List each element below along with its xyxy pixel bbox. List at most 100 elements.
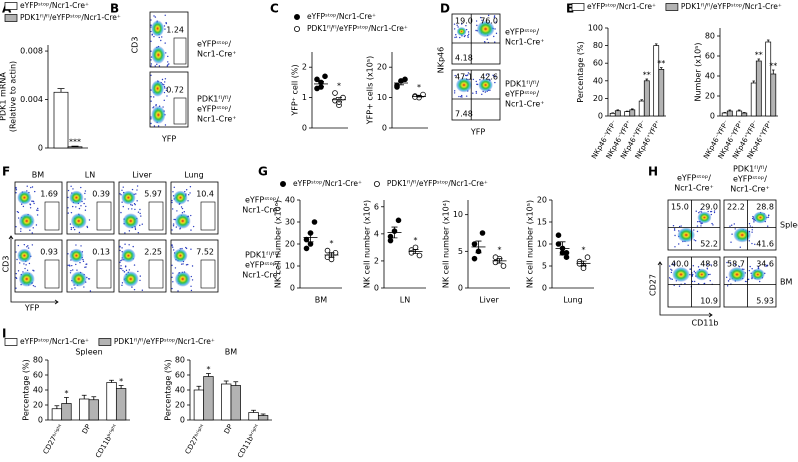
event-dot [150, 65, 152, 67]
sem-bar [559, 241, 566, 256]
event-dot [165, 21, 167, 24]
event-dot [696, 225, 699, 227]
event-dot [751, 268, 753, 270]
event-dot [164, 87, 166, 89]
group-label: Ncr1-Cre⁺ [505, 100, 545, 109]
event-dot [680, 225, 682, 227]
gate-value: 5.97 [144, 190, 162, 199]
legend-marker [373, 180, 380, 187]
event-dot [86, 263, 88, 265]
event-dot [465, 25, 467, 27]
density-blob [151, 105, 166, 124]
y-tick-label: 100 [588, 24, 603, 33]
event-dot [749, 225, 752, 227]
sem-bar [328, 252, 335, 258]
y-tick-label: 1 [302, 93, 307, 102]
event-dot [150, 100, 152, 102]
event-dot [16, 258, 18, 261]
event-dot [185, 246, 187, 249]
group-label: eYFPˢᵗᵒᵖ/ [733, 175, 767, 184]
y-tick-label: 5 [542, 262, 547, 271]
event-dot [32, 200, 34, 202]
event-dot [461, 96, 463, 98]
y-tick-label: 0 [382, 124, 387, 133]
event-dot [171, 229, 173, 231]
event-dot [153, 15, 155, 17]
axis-label: YFP [24, 304, 39, 313]
event-dot [137, 211, 140, 213]
event-dot [191, 265, 194, 267]
event-dot [88, 278, 91, 280]
y-tick-label: 20 [33, 401, 43, 410]
event-dot [453, 23, 456, 25]
event-dot [139, 212, 141, 215]
y-tick-label: 0 [458, 284, 463, 293]
density-blob [697, 211, 712, 224]
legend-label: eYFPˢᵗᵒᵖ/Ncr1-Cre⁺ [293, 179, 362, 188]
density-blob [750, 268, 765, 281]
y-tick-label: 80 [705, 32, 715, 41]
event-dot [465, 28, 468, 31]
tissue-label: BM [780, 278, 792, 287]
data-point [580, 265, 587, 272]
legend-swatch [98, 338, 112, 346]
y-tick-label: 0 [290, 284, 295, 293]
group-label: eYFPˢᵗᵒᵖ/ [197, 40, 231, 49]
event-dot [678, 225, 681, 228]
event-dot [136, 189, 138, 191]
gate-value: 4.18 [455, 54, 473, 63]
event-dot [75, 244, 77, 246]
y-tick-label: 0 [374, 284, 379, 293]
event-dot [162, 106, 164, 108]
event-dot [27, 247, 30, 249]
event-dot [167, 55, 169, 58]
event-dot [89, 290, 92, 292]
error-bar [645, 78, 649, 81]
density-blob [121, 248, 136, 263]
event-dot [121, 189, 123, 191]
x-tick-label: DP [223, 423, 235, 435]
event-dot [70, 226, 73, 229]
error-bar [81, 394, 87, 399]
gate-value: 58.7 [727, 260, 745, 269]
legend-label: eYFPˢᵗᵒᵖ/Ncr1-Cre⁺ [307, 12, 376, 21]
event-dot [15, 277, 18, 280]
event-dot [481, 19, 483, 21]
panel-letter: F [2, 165, 10, 179]
event-dot [172, 223, 175, 225]
y-tick-label: 60 [175, 371, 185, 380]
x-tick-label: CD11bᵇʳⁱᵍʰᵗ [94, 423, 120, 459]
data-point [303, 236, 310, 243]
event-dot [150, 63, 153, 65]
event-dot [766, 225, 769, 227]
sem-bar [391, 226, 398, 239]
event-dot [464, 74, 467, 77]
event-dot [123, 271, 126, 273]
event-dot [713, 211, 716, 214]
event-dot [460, 95, 462, 98]
event-dot [699, 211, 701, 213]
bar [106, 382, 117, 421]
flow-plot [451, 13, 501, 65]
event-dot [467, 72, 470, 74]
bar [765, 41, 772, 117]
event-dot [75, 263, 77, 266]
gate [173, 37, 187, 65]
event-dot [36, 214, 39, 216]
event-dot [495, 21, 497, 23]
density-blob [677, 227, 696, 243]
event-dot [15, 187, 17, 189]
legend-label: PDK1ᶠˡ/ᶠˡ/eYFPˢᵗᵒᵖ/Ncr1-Cre⁺ [387, 179, 488, 188]
event-dot [120, 265, 122, 267]
bar [624, 111, 631, 117]
event-dot [70, 228, 73, 231]
event-dot [455, 36, 458, 38]
event-dot [709, 273, 711, 276]
event-dot [697, 266, 700, 268]
flow-plot [667, 199, 721, 251]
event-dot [692, 273, 694, 276]
sem-bar [475, 240, 482, 254]
event-dot [726, 261, 728, 264]
event-dot [172, 281, 174, 283]
event-dot [154, 65, 156, 67]
